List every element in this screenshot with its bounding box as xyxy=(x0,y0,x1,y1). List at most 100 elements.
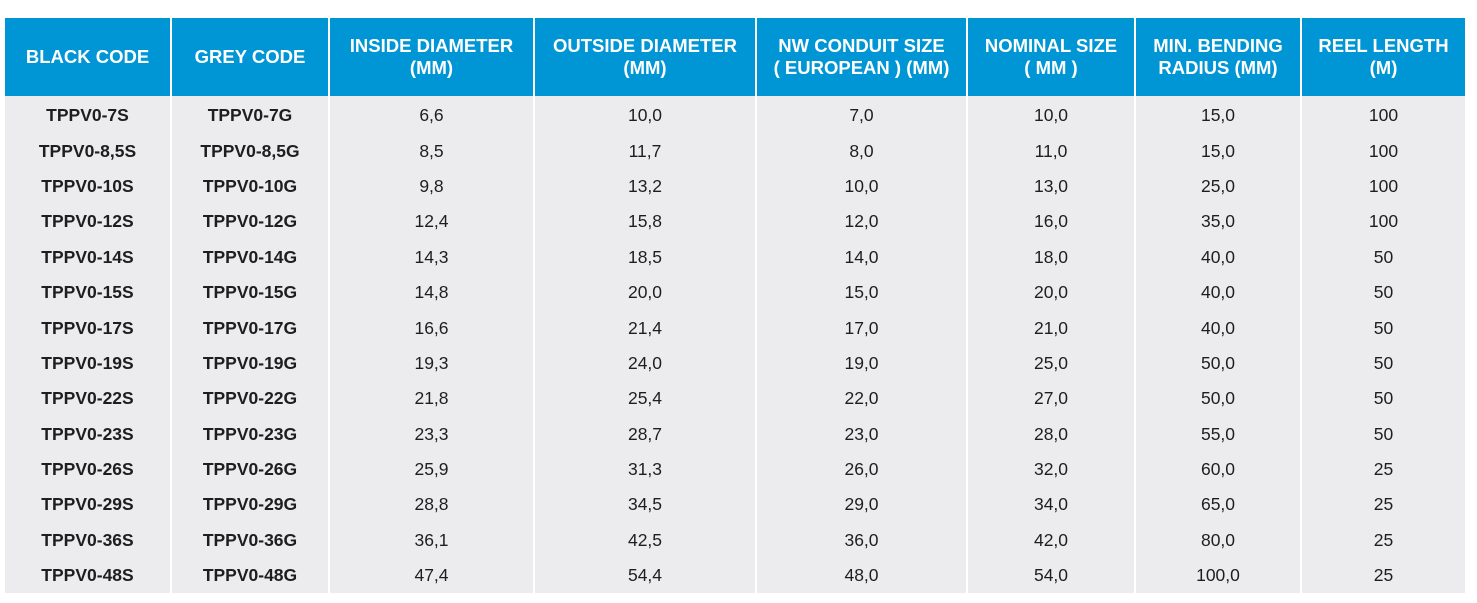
black-code-cell: TPPV0-19S xyxy=(5,345,172,382)
inside-diameter-cell: 36,1 xyxy=(330,522,535,559)
header-label-line: (M) xyxy=(1369,57,1398,78)
table-row: TPPV0-26S TPPV0-26G 25,9 31,3 26,0 32,0 60,0 25 xyxy=(5,451,1465,488)
inside-diameter-cell: 47,4 xyxy=(330,558,535,594)
grey-code-cell: TPPV0-12G xyxy=(172,204,330,240)
nw-conduit-size-cell: 22,0 xyxy=(757,381,968,417)
header-label-line: ( EUROPEAN ) (MM) xyxy=(773,57,950,78)
min-bending-radius-cell: 40,0 xyxy=(1136,239,1302,275)
grey-code-cell: TPPV0-7G xyxy=(172,96,330,134)
header-label-line: MIN. BENDING xyxy=(1153,35,1283,56)
nw-conduit-size-cell: 48,0 xyxy=(757,558,968,594)
reel-length-cell: 50 xyxy=(1302,381,1465,417)
grey-code-cell: TPPV0-22G xyxy=(172,381,330,417)
nw-conduit-size-cell: 15,0 xyxy=(757,274,968,311)
header-label-line: (MM) xyxy=(623,57,667,78)
reel-length-cell: 25 xyxy=(1302,522,1465,559)
header-label-line: (MM) xyxy=(409,57,454,78)
inside-diameter-cell: 14,8 xyxy=(330,274,535,311)
header-label-line: ( MM ) xyxy=(1024,57,1078,78)
inside-diameter-cell: 19,3 xyxy=(330,345,535,382)
black-code-cell: TPPV0-14S xyxy=(5,239,172,275)
outside-diameter-cell: 13,2 xyxy=(535,168,757,205)
nw-conduit-size-cell: 12,0 xyxy=(757,204,968,240)
inside-diameter-cell: 9,8 xyxy=(330,168,535,205)
reel-length-cell: 50 xyxy=(1302,310,1465,346)
nominal-size-cell: 42,0 xyxy=(968,522,1136,559)
inside-diameter-cell: 14,3 xyxy=(330,239,535,275)
min-bending-radius-cell: 50,0 xyxy=(1136,345,1302,382)
header-label-line: NOMINAL SIZE xyxy=(984,35,1118,56)
header-min-bending-radius: MIN. BENDING RADIUS (MM) xyxy=(1136,18,1302,96)
header-nw-conduit-size: NW CONDUIT SIZE( EUROPEAN ) (MM) xyxy=(757,18,968,96)
black-code-cell: TPPV0-26S xyxy=(5,451,172,488)
outside-diameter-cell: 15,8 xyxy=(535,204,757,240)
reel-length-cell: 25 xyxy=(1302,451,1465,488)
nominal-size-cell: 21,0 xyxy=(968,310,1136,346)
nominal-size-cell: 16,0 xyxy=(968,204,1136,240)
nw-conduit-size-cell: 7,0 xyxy=(757,96,968,134)
table-row: TPPV0-23S TPPV0-23G 23,3 28,7 23,0 28,0 55,0 50 xyxy=(5,416,1465,452)
inside-diameter-cell: 12,4 xyxy=(330,204,535,240)
table-row: TPPV0-19S TPPV0-19G 19,3 24,0 19,0 25,0 50,0 50 xyxy=(5,345,1465,382)
table-body: TPPV0-7S TPPV0-7G 6,6 10,0 7,0 10,0 15,0 100 TPP… xyxy=(5,96,1465,594)
nw-conduit-size-cell: 10,0 xyxy=(757,168,968,205)
table-row: TPPV0-29S TPPV0-29G 28,8 34,5 29,0 34,0 65,0 25 xyxy=(5,487,1465,523)
inside-diameter-cell: 28,8 xyxy=(330,487,535,523)
table-row: TPPV0-15S TPPV0-15G 14,8 20,0 15,0 20,0 40,0 50 xyxy=(5,274,1465,311)
nw-conduit-size-cell: 29,0 xyxy=(757,487,968,523)
min-bending-radius-cell: 40,0 xyxy=(1136,274,1302,311)
nw-conduit-size-cell: 26,0 xyxy=(757,451,968,488)
nominal-size-cell: 18,0 xyxy=(968,239,1136,275)
black-code-cell: TPPV0-22S xyxy=(5,381,172,417)
header-outside-diameter: OUTSIDE DIAMETER (MM) xyxy=(535,18,757,96)
nominal-size-cell: 54,0 xyxy=(968,558,1136,594)
nominal-size-cell: 34,0 xyxy=(968,487,1136,523)
header-label-line: NW CONDUIT SIZE xyxy=(778,35,945,56)
outside-diameter-cell: 31,3 xyxy=(535,451,757,488)
min-bending-radius-cell: 15,0 xyxy=(1136,133,1302,169)
reel-length-cell: 25 xyxy=(1302,558,1465,594)
black-code-cell: TPPV0-15S xyxy=(5,274,172,311)
nominal-size-cell: 20,0 xyxy=(968,274,1136,311)
black-code-cell: TPPV0-10S xyxy=(5,168,172,205)
header-label-line: OUTSIDE DIAMETER xyxy=(553,35,737,56)
table-row: TPPV0-7S TPPV0-7G 6,6 10,0 7,0 10,0 15,0 100 xyxy=(5,96,1465,134)
grey-code-cell: TPPV0-15G xyxy=(172,274,330,311)
black-code-cell: TPPV0-29S xyxy=(5,487,172,523)
nominal-size-cell: 11,0 xyxy=(968,133,1136,169)
grey-code-cell: TPPV0-17G xyxy=(172,310,330,346)
min-bending-radius-cell: 80,0 xyxy=(1136,522,1302,559)
table-row: TPPV0-8,5S TPPV0-8,5G 8,5 11,7 8,0 11,0 15,0 10… xyxy=(5,133,1465,169)
inside-diameter-cell: 16,6 xyxy=(330,310,535,346)
table-row: TPPV0-12S TPPV0-12G 12,4 15,8 12,0 16,0 35,0 10… xyxy=(5,204,1465,240)
black-code-cell: TPPV0-7S xyxy=(5,96,172,134)
grey-code-cell: TPPV0-23G xyxy=(172,416,330,452)
black-code-cell: TPPV0-48S xyxy=(5,558,172,594)
min-bending-radius-cell: 50,0 xyxy=(1136,381,1302,417)
min-bending-radius-cell: 65,0 xyxy=(1136,487,1302,523)
outside-diameter-cell: 24,0 xyxy=(535,345,757,382)
black-code-cell: TPPV0-36S xyxy=(5,522,172,559)
black-code-cell: TPPV0-12S xyxy=(5,204,172,240)
header-reel-length: REEL LENGTH (M) xyxy=(1302,18,1465,96)
reel-length-cell: 50 xyxy=(1302,345,1465,382)
outside-diameter-cell: 42,5 xyxy=(535,522,757,559)
min-bending-radius-cell: 55,0 xyxy=(1136,416,1302,452)
inside-diameter-cell: 21,8 xyxy=(330,381,535,417)
header-black-code: BLACK CODE xyxy=(5,18,172,96)
header-inside-diameter: INSIDE DIAMETER (MM) xyxy=(330,18,535,96)
table-row: TPPV0-14S TPPV0-14G 14,3 18,5 14,0 18,0 40,0 50 xyxy=(5,239,1465,275)
reel-length-cell: 100 xyxy=(1302,204,1465,240)
min-bending-radius-cell: 60,0 xyxy=(1136,451,1302,488)
black-code-cell: TPPV0-17S xyxy=(5,310,172,346)
table-row: TPPV0-36S TPPV0-36G 36,1 42,5 36,0 42,0 80,0 25 xyxy=(5,522,1465,559)
outside-diameter-cell: 25,4 xyxy=(535,381,757,417)
nw-conduit-size-cell: 8,0 xyxy=(757,133,968,169)
nw-conduit-size-cell: 36,0 xyxy=(757,522,968,559)
nominal-size-cell: 25,0 xyxy=(968,345,1136,382)
reel-length-cell: 25 xyxy=(1302,487,1465,523)
header-label-line: GREY CODE xyxy=(194,46,306,67)
grey-code-cell: TPPV0-19G xyxy=(172,345,330,382)
outside-diameter-cell: 21,4 xyxy=(535,310,757,346)
conduit-spec-table: BLACK CODE GREY CODE INSIDE DIAMETER (MM) OU… xyxy=(5,18,1465,594)
